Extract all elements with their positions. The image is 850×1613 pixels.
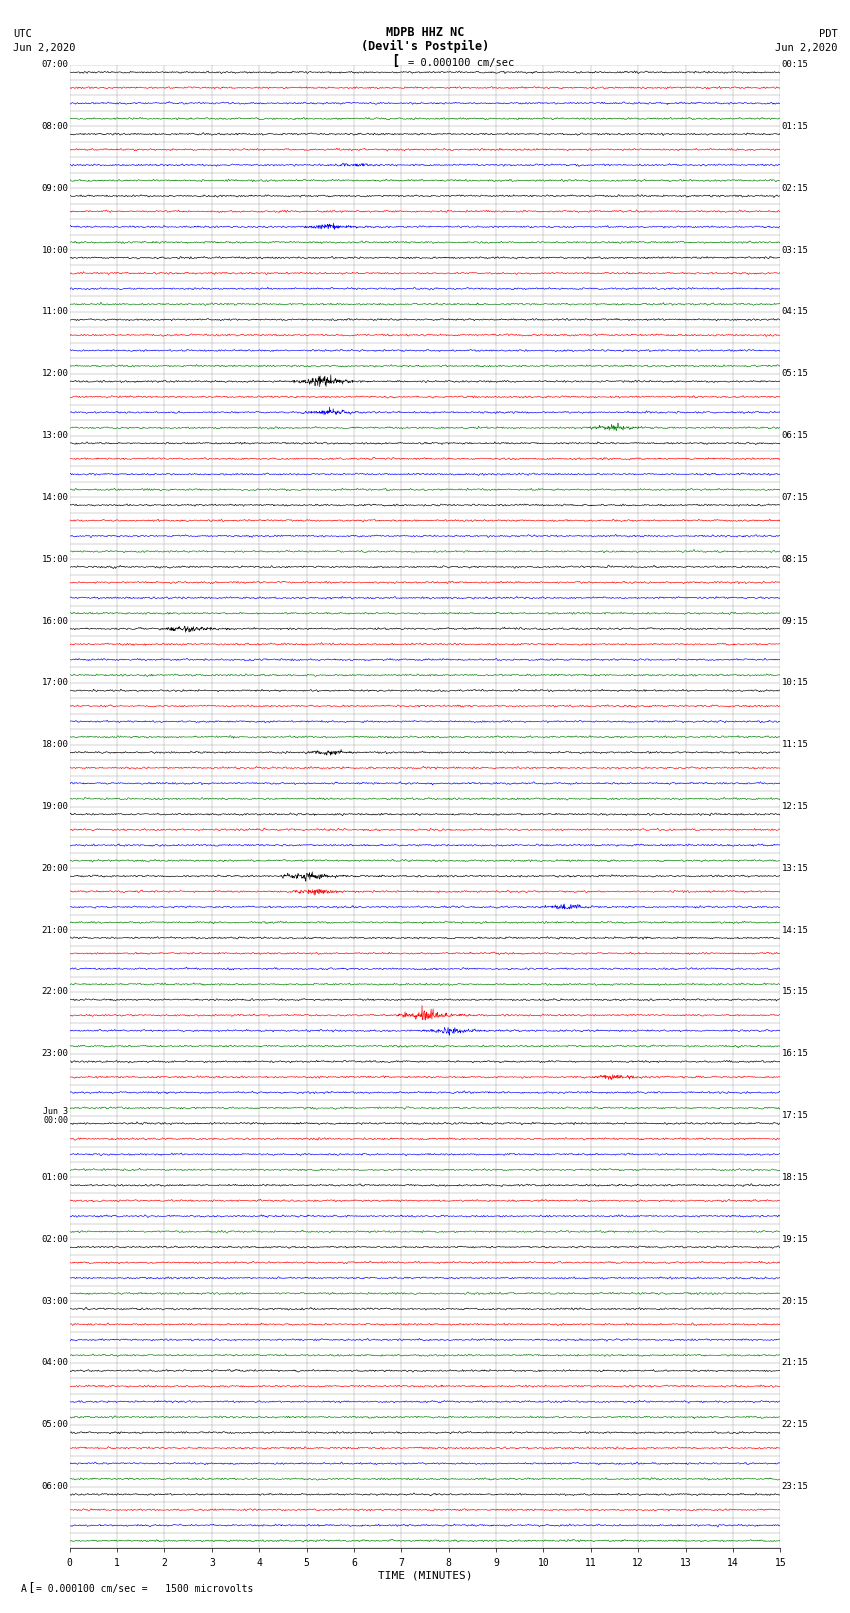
- Text: 17:00: 17:00: [42, 679, 68, 687]
- Text: 21:00: 21:00: [42, 926, 68, 934]
- Text: 05:00: 05:00: [42, 1421, 68, 1429]
- Text: 02:15: 02:15: [782, 184, 808, 192]
- Text: 08:00: 08:00: [42, 123, 68, 131]
- Text: 15:00: 15:00: [42, 555, 68, 563]
- Text: 11:15: 11:15: [782, 740, 808, 748]
- Text: 00:15: 00:15: [782, 60, 808, 69]
- X-axis label: TIME (MINUTES): TIME (MINUTES): [377, 1571, 473, 1581]
- Text: 13:15: 13:15: [782, 865, 808, 873]
- Text: 07:00: 07:00: [42, 60, 68, 69]
- Text: 04:15: 04:15: [782, 308, 808, 316]
- Text: 06:15: 06:15: [782, 431, 808, 440]
- Text: A: A: [21, 1584, 27, 1594]
- Text: 08:15: 08:15: [782, 555, 808, 563]
- Text: UTC: UTC: [13, 29, 31, 39]
- Text: 15:15: 15:15: [782, 987, 808, 997]
- Text: 01:00: 01:00: [42, 1173, 68, 1182]
- Text: 12:00: 12:00: [42, 369, 68, 377]
- Text: 04:00: 04:00: [42, 1358, 68, 1368]
- Text: 16:15: 16:15: [782, 1050, 808, 1058]
- Text: = 0.000100 cm/sec =   1500 microvolts: = 0.000100 cm/sec = 1500 microvolts: [36, 1584, 253, 1594]
- Text: 22:15: 22:15: [782, 1421, 808, 1429]
- Text: 05:15: 05:15: [782, 369, 808, 377]
- Text: PDT: PDT: [819, 29, 837, 39]
- Text: 18:15: 18:15: [782, 1173, 808, 1182]
- Text: Jun 3: Jun 3: [43, 1107, 68, 1116]
- Text: = 0.000100 cm/sec: = 0.000100 cm/sec: [408, 58, 514, 68]
- Text: 23:15: 23:15: [782, 1482, 808, 1490]
- Text: 10:00: 10:00: [42, 245, 68, 255]
- Text: MDPB HHZ NC: MDPB HHZ NC: [386, 26, 464, 39]
- Text: 01:15: 01:15: [782, 123, 808, 131]
- Text: 14:00: 14:00: [42, 494, 68, 502]
- Text: 18:00: 18:00: [42, 740, 68, 748]
- Text: 20:15: 20:15: [782, 1297, 808, 1305]
- Text: [: [: [391, 53, 399, 68]
- Text: 19:15: 19:15: [782, 1236, 808, 1244]
- Text: 09:15: 09:15: [782, 616, 808, 626]
- Text: 13:00: 13:00: [42, 431, 68, 440]
- Text: Jun 2,2020: Jun 2,2020: [774, 44, 837, 53]
- Text: 16:00: 16:00: [42, 616, 68, 626]
- Text: 12:15: 12:15: [782, 802, 808, 811]
- Text: [: [: [27, 1581, 35, 1594]
- Text: 06:00: 06:00: [42, 1482, 68, 1490]
- Text: Jun 2,2020: Jun 2,2020: [13, 44, 76, 53]
- Text: 23:00: 23:00: [42, 1050, 68, 1058]
- Text: 20:00: 20:00: [42, 865, 68, 873]
- Text: 17:15: 17:15: [782, 1111, 808, 1119]
- Text: 21:15: 21:15: [782, 1358, 808, 1368]
- Text: 09:00: 09:00: [42, 184, 68, 192]
- Text: 10:15: 10:15: [782, 679, 808, 687]
- Text: 00:00: 00:00: [43, 1116, 68, 1124]
- Text: 03:00: 03:00: [42, 1297, 68, 1305]
- Text: 19:00: 19:00: [42, 802, 68, 811]
- Text: 14:15: 14:15: [782, 926, 808, 934]
- Text: 11:00: 11:00: [42, 308, 68, 316]
- Text: 07:15: 07:15: [782, 494, 808, 502]
- Text: 22:00: 22:00: [42, 987, 68, 997]
- Text: 02:00: 02:00: [42, 1236, 68, 1244]
- Text: 03:15: 03:15: [782, 245, 808, 255]
- Text: (Devil's Postpile): (Devil's Postpile): [361, 40, 489, 53]
